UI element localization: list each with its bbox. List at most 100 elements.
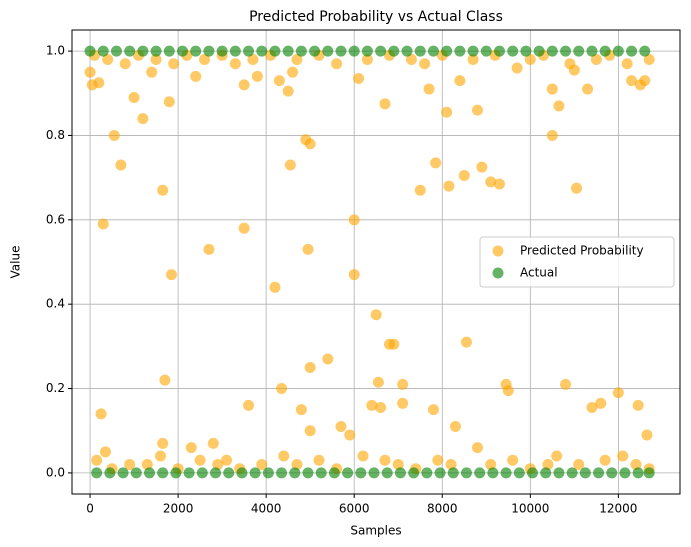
x-tick-label: 4000 (251, 502, 282, 516)
y-tick-label: 0.8 (46, 128, 65, 142)
point (154, 450, 166, 462)
point (599, 454, 611, 466)
point (408, 467, 420, 479)
point (130, 467, 142, 479)
point (355, 467, 367, 479)
point (309, 45, 321, 57)
point (560, 45, 572, 57)
point (476, 161, 488, 173)
point (287, 66, 299, 78)
point (348, 214, 360, 226)
legend-marker (492, 267, 504, 279)
point (124, 458, 136, 470)
point (392, 458, 404, 470)
point (388, 338, 400, 350)
point (381, 467, 393, 479)
point (190, 45, 202, 57)
point (165, 269, 177, 281)
point (599, 45, 611, 57)
point (251, 70, 263, 82)
point (236, 467, 248, 479)
point (315, 467, 327, 479)
point (524, 54, 536, 66)
point (196, 467, 208, 479)
point (331, 58, 343, 70)
point (238, 79, 250, 91)
point (427, 404, 439, 416)
point (273, 75, 285, 87)
point (414, 45, 426, 57)
point (348, 45, 360, 57)
point (480, 45, 492, 57)
point (372, 376, 384, 388)
point (291, 54, 303, 66)
point (361, 54, 373, 66)
point (375, 402, 387, 414)
point (606, 467, 618, 479)
point (370, 309, 382, 321)
point (282, 45, 294, 57)
x-tick-label: 10000 (511, 502, 549, 516)
point (168, 58, 180, 70)
x-tick-label: 6000 (339, 502, 370, 516)
point (458, 170, 470, 182)
point (502, 385, 514, 397)
plot-frame (71, 29, 681, 495)
point (449, 421, 461, 433)
point (443, 180, 455, 192)
point (507, 45, 519, 57)
point (513, 467, 525, 479)
point (143, 467, 155, 479)
point (97, 45, 109, 57)
point (586, 402, 598, 414)
point (199, 54, 211, 66)
point (91, 454, 103, 466)
point (540, 467, 552, 479)
x-tick-label: 0 (86, 502, 94, 516)
point (335, 421, 347, 433)
point (379, 98, 391, 110)
point (117, 467, 129, 479)
point (427, 45, 439, 57)
point (119, 58, 131, 70)
point (190, 70, 202, 82)
point (115, 159, 127, 171)
point (551, 450, 563, 462)
point (295, 45, 307, 57)
point (471, 104, 483, 116)
point (146, 66, 158, 78)
point (441, 106, 453, 118)
point (289, 467, 301, 479)
point (467, 54, 479, 66)
legend-label: Actual (520, 266, 558, 280)
point (163, 96, 175, 108)
point (163, 45, 175, 57)
point (284, 159, 296, 171)
point (564, 58, 576, 70)
point (84, 45, 96, 57)
point (493, 178, 505, 190)
point (348, 269, 360, 281)
point (414, 184, 426, 196)
point (579, 467, 591, 479)
point (582, 83, 594, 95)
x-tick-label: 8000 (427, 502, 458, 516)
point (632, 467, 644, 479)
point (593, 467, 605, 479)
point (485, 458, 497, 470)
point (553, 467, 565, 479)
point (546, 83, 558, 95)
point (368, 467, 380, 479)
point (302, 467, 314, 479)
point (397, 378, 409, 390)
point (304, 138, 316, 150)
point (210, 467, 222, 479)
point (511, 62, 523, 74)
point (262, 467, 274, 479)
point (471, 442, 483, 454)
point (454, 75, 466, 87)
point (183, 467, 195, 479)
point (102, 54, 114, 66)
point (394, 467, 406, 479)
point (137, 45, 149, 57)
